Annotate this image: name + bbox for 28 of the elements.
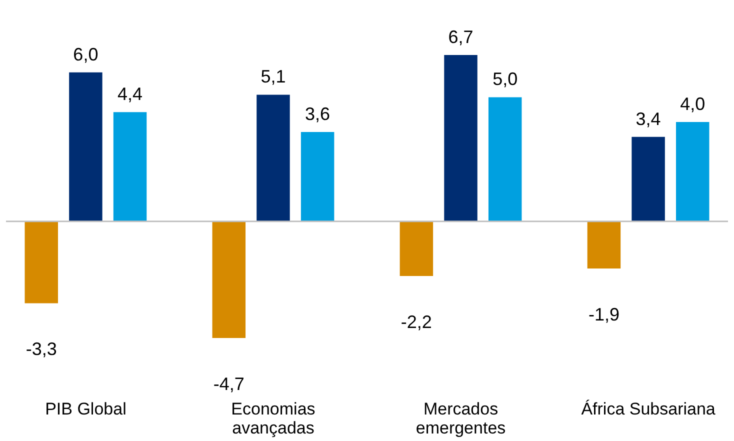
data-label: 6,0 [73, 44, 98, 64]
data-label: 3,4 [636, 108, 661, 129]
data-label: 4,0 [680, 94, 706, 114]
bar [400, 221, 434, 276]
bar [444, 55, 478, 222]
bar [113, 112, 147, 222]
data-label: 3,6 [305, 104, 330, 124]
x-tick-label: Economias avançadas [231, 400, 316, 438]
data-label: 4,4 [118, 84, 143, 104]
data-label: -1,9 [588, 304, 620, 324]
bar [24, 221, 58, 304]
bar [300, 132, 334, 222]
data-label: 5,1 [260, 66, 286, 87]
bar [212, 221, 246, 338]
bar [256, 94, 290, 222]
bar [587, 221, 621, 268]
data-label: -3,3 [26, 339, 57, 360]
bar [488, 97, 522, 222]
x-tick-label: PIB Global [45, 400, 126, 418]
x-tick-label: África Subsariana [581, 400, 716, 418]
bar [632, 136, 665, 222]
data-label: 5,0 [492, 69, 518, 90]
bar [69, 72, 102, 222]
data-label: 6,7 [448, 27, 474, 47]
data-label: -2,2 [400, 312, 432, 332]
x-tick-label: Mercados emergentes [416, 400, 506, 438]
bar [676, 122, 710, 222]
data-label: -4,7 [213, 374, 244, 394]
